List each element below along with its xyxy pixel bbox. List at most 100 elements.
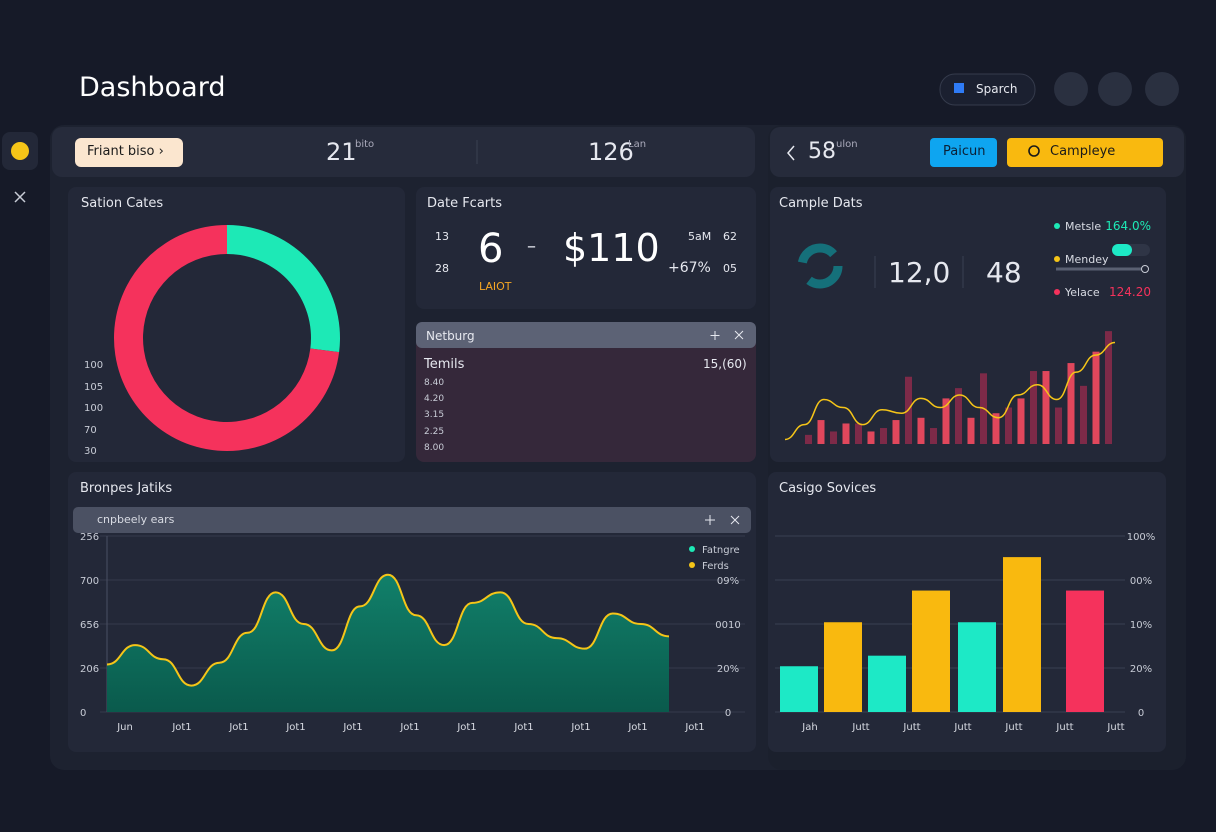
bar bbox=[824, 622, 862, 712]
x-tick-label: Jot1 bbox=[456, 722, 476, 733]
x-tick-label: Jutt bbox=[1055, 722, 1073, 733]
area-line bbox=[106, 573, 670, 687]
search-icon bbox=[1028, 145, 1040, 157]
legend-dot bbox=[689, 562, 695, 568]
legend-label: Ferds bbox=[702, 561, 729, 572]
stat: 5aM bbox=[688, 230, 712, 243]
bar bbox=[1066, 590, 1104, 712]
stat: 62 bbox=[723, 230, 737, 243]
stat-unit: ulon bbox=[836, 139, 858, 150]
x-tick-label: Jot1 bbox=[627, 722, 647, 733]
money-value: $110 bbox=[563, 226, 660, 270]
button-text[interactable]: Friant biso › bbox=[87, 144, 164, 159]
area bbox=[107, 574, 669, 712]
donut-segment bbox=[227, 225, 340, 353]
back-icon[interactable] bbox=[787, 145, 795, 161]
button[interactable] bbox=[1007, 138, 1163, 167]
x-tick-label: Jutt bbox=[953, 722, 971, 733]
button-text[interactable]: Campleye bbox=[1050, 144, 1116, 159]
y-tick-label: 656 bbox=[80, 620, 99, 631]
y-tick-label: 700 bbox=[80, 576, 99, 587]
close-icon[interactable] bbox=[14, 191, 26, 203]
stat-unit: bito bbox=[355, 139, 375, 150]
legend-dot bbox=[1054, 289, 1060, 295]
x-tick-label: Jot1 bbox=[285, 722, 305, 733]
y-tick-label: 256 bbox=[80, 532, 99, 543]
legend-value: 164.0% bbox=[1105, 219, 1151, 233]
x-tick-label: Jot1 bbox=[399, 722, 419, 733]
toggle-knob[interactable] bbox=[1112, 244, 1132, 256]
y-tick-label: 00% bbox=[1130, 576, 1152, 587]
bar bbox=[867, 431, 875, 444]
y-tick-label: 100% bbox=[1127, 532, 1156, 543]
legend-value: 124.20 bbox=[1109, 285, 1151, 299]
label: 105 bbox=[84, 381, 104, 393]
toolbar bbox=[52, 127, 755, 177]
filter-icons[interactable] bbox=[705, 515, 740, 525]
row: 8.00 bbox=[424, 442, 445, 453]
gauge-icon bbox=[797, 243, 843, 289]
bar bbox=[912, 590, 950, 712]
bar bbox=[942, 398, 950, 444]
note: LAIOT bbox=[479, 280, 512, 293]
x-tick-label: Jun bbox=[116, 722, 133, 733]
donut-labels: 100 105 100 70 30 bbox=[84, 355, 103, 463]
panel-icons[interactable] bbox=[710, 330, 744, 340]
legend-dot bbox=[1054, 223, 1060, 229]
row: 3.15 bbox=[424, 410, 445, 421]
search-box[interactable] bbox=[939, 73, 1036, 106]
x-tick-label: Jot1 bbox=[228, 722, 248, 733]
bar bbox=[1080, 385, 1087, 444]
slider-knob[interactable] bbox=[1141, 265, 1149, 273]
bar bbox=[880, 428, 887, 444]
filter-text[interactable]: cnpbeely ears bbox=[97, 513, 175, 526]
bar bbox=[805, 434, 812, 444]
y2-tick-label: 0010 bbox=[715, 620, 740, 631]
button-text[interactable]: Paicun bbox=[943, 144, 986, 159]
x-tick-label: Jutt bbox=[1004, 722, 1022, 733]
stat-value: 58 bbox=[808, 139, 836, 164]
search-text[interactable]: Sparch bbox=[976, 82, 1018, 96]
legend-dot bbox=[1054, 256, 1060, 262]
bar bbox=[817, 420, 825, 444]
bar bbox=[1042, 371, 1050, 444]
filter-bar[interactable] bbox=[73, 507, 751, 533]
icon-button[interactable] bbox=[1054, 72, 1088, 106]
bar bbox=[892, 420, 900, 444]
panel bbox=[416, 187, 756, 309]
label: 30 bbox=[84, 446, 97, 457]
bar bbox=[1030, 371, 1037, 444]
y-tick-label: 20% bbox=[1130, 664, 1152, 675]
y2-tick-label: 0 bbox=[725, 708, 731, 719]
line bbox=[784, 341, 1116, 441]
panel-title: Netburg bbox=[426, 329, 475, 343]
legend-label: Yelace bbox=[1064, 286, 1100, 299]
toolbar-button[interactable] bbox=[75, 138, 183, 167]
x-tick-label: Jutt bbox=[902, 722, 920, 733]
row: 8.40 bbox=[424, 378, 445, 388]
row: 4.20 bbox=[424, 394, 445, 405]
table-label: Temils bbox=[424, 357, 465, 372]
bar bbox=[842, 423, 850, 444]
icon-button[interactable] bbox=[1145, 72, 1179, 106]
big-value: 12,0 bbox=[888, 256, 951, 289]
stat: 05 bbox=[723, 262, 737, 275]
label: 100 bbox=[84, 403, 104, 414]
button[interactable] bbox=[930, 138, 997, 167]
panel-title: Bronpes Jatiks bbox=[80, 481, 173, 496]
stat: 28 bbox=[435, 262, 449, 275]
big-value: 48 bbox=[986, 256, 1022, 289]
x-tick-label: Jot1 bbox=[570, 722, 590, 733]
panel-header bbox=[416, 322, 756, 348]
stat-unit: Lan bbox=[628, 139, 647, 150]
bar bbox=[1017, 398, 1025, 444]
x-tick-label: Jot1 bbox=[171, 722, 191, 733]
stat-value: 21 bbox=[326, 138, 357, 166]
icon-button[interactable] bbox=[1098, 72, 1132, 106]
row: 2.25 bbox=[424, 426, 445, 437]
x-tick-label: Jot1 bbox=[684, 722, 704, 733]
stat-value: 126 bbox=[588, 138, 634, 166]
stat: 13 bbox=[435, 230, 449, 243]
